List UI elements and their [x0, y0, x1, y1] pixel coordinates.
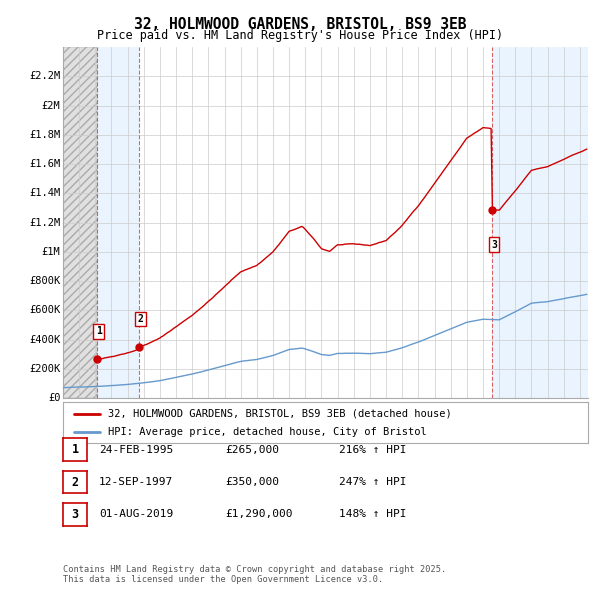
Text: 2014: 2014 — [402, 409, 411, 430]
Text: £0: £0 — [48, 394, 61, 403]
Text: 2010: 2010 — [338, 409, 347, 430]
Text: 1999: 1999 — [160, 409, 169, 430]
Text: 1995: 1995 — [95, 409, 104, 430]
Text: 2022: 2022 — [532, 409, 541, 430]
Text: Contains HM Land Registry data © Crown copyright and database right 2025.
This d: Contains HM Land Registry data © Crown c… — [63, 565, 446, 584]
Text: 148% ↑ HPI: 148% ↑ HPI — [339, 510, 407, 519]
Text: 216% ↑ HPI: 216% ↑ HPI — [339, 445, 407, 454]
Text: 2020: 2020 — [499, 409, 508, 430]
Text: £600K: £600K — [29, 306, 61, 316]
Text: 3: 3 — [71, 508, 79, 521]
Text: £800K: £800K — [29, 276, 61, 286]
Text: 1996: 1996 — [112, 409, 121, 430]
Text: 1997: 1997 — [128, 409, 137, 430]
Text: 2024: 2024 — [564, 409, 573, 430]
Text: 2004: 2004 — [241, 409, 250, 430]
Text: £1.6M: £1.6M — [29, 159, 61, 169]
Text: £1.8M: £1.8M — [29, 130, 61, 140]
Text: 1998: 1998 — [144, 409, 153, 430]
Bar — [97, 47, 139, 398]
Text: 2005: 2005 — [257, 409, 266, 430]
Text: 2002: 2002 — [208, 409, 217, 430]
Text: £1M: £1M — [41, 247, 61, 257]
Text: 32, HOLMWOOD GARDENS, BRISTOL, BS9 3EB (detached house): 32, HOLMWOOD GARDENS, BRISTOL, BS9 3EB (… — [107, 409, 451, 419]
Text: £1.4M: £1.4M — [29, 188, 61, 198]
Text: HPI: Average price, detached house, City of Bristol: HPI: Average price, detached house, City… — [107, 428, 427, 437]
Text: 2007: 2007 — [289, 409, 298, 430]
Text: 01-AUG-2019: 01-AUG-2019 — [99, 510, 173, 519]
Text: £265,000: £265,000 — [225, 445, 279, 454]
Text: 1993: 1993 — [63, 409, 72, 430]
Text: 2003: 2003 — [224, 409, 233, 430]
Text: Price paid vs. HM Land Registry's House Price Index (HPI): Price paid vs. HM Land Registry's House … — [97, 30, 503, 42]
Text: 3: 3 — [491, 240, 497, 250]
Text: 2021: 2021 — [515, 409, 524, 430]
Text: 2012: 2012 — [370, 409, 379, 430]
Text: 2011: 2011 — [354, 409, 363, 430]
Text: 2017: 2017 — [451, 409, 460, 430]
Text: 247% ↑ HPI: 247% ↑ HPI — [339, 477, 407, 487]
Text: 2001: 2001 — [192, 409, 201, 430]
Bar — [63, 47, 97, 398]
Text: 2025: 2025 — [580, 409, 589, 430]
Text: 2019: 2019 — [483, 409, 492, 430]
Text: £400K: £400K — [29, 335, 61, 345]
Text: 2008: 2008 — [305, 409, 314, 430]
Text: 1994: 1994 — [79, 409, 88, 430]
Text: 32, HOLMWOOD GARDENS, BRISTOL, BS9 3EB: 32, HOLMWOOD GARDENS, BRISTOL, BS9 3EB — [134, 17, 466, 31]
Text: 2016: 2016 — [434, 409, 443, 430]
Text: 2009: 2009 — [322, 409, 331, 430]
Text: 2015: 2015 — [418, 409, 427, 430]
Text: 2000: 2000 — [176, 409, 185, 430]
Bar — [493, 47, 588, 398]
Text: £200K: £200K — [29, 364, 61, 374]
Text: 2013: 2013 — [386, 409, 395, 430]
Text: £1.2M: £1.2M — [29, 218, 61, 228]
Text: 2: 2 — [137, 314, 143, 324]
Text: 2023: 2023 — [548, 409, 557, 430]
Text: 1: 1 — [96, 326, 102, 336]
Text: £2M: £2M — [41, 101, 61, 111]
Text: 24-FEB-1995: 24-FEB-1995 — [99, 445, 173, 454]
Text: £2.2M: £2.2M — [29, 71, 61, 81]
Text: 1: 1 — [71, 443, 79, 456]
Text: 2018: 2018 — [467, 409, 476, 430]
Text: £1,290,000: £1,290,000 — [225, 510, 293, 519]
Text: 12-SEP-1997: 12-SEP-1997 — [99, 477, 173, 487]
Bar — [63, 47, 97, 398]
Text: 2: 2 — [71, 476, 79, 489]
Text: £350,000: £350,000 — [225, 477, 279, 487]
Text: 2006: 2006 — [273, 409, 282, 430]
